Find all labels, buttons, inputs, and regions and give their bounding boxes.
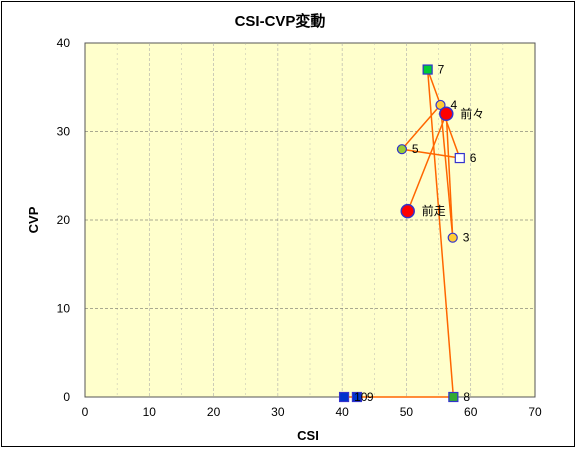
point-label: 4 <box>451 98 458 112</box>
point-label: 7 <box>438 63 445 77</box>
connecting-lines <box>344 69 461 398</box>
point-label: 6 <box>470 151 477 165</box>
x-tick-label: 40 <box>335 405 349 419</box>
y-axis-ticks: 0 10 20 30 40 <box>57 36 71 404</box>
path-segment <box>407 113 447 212</box>
y-tick-label: 0 <box>63 390 70 404</box>
y-axis-title: CVP <box>26 206 41 233</box>
point-label: 8 <box>463 390 470 404</box>
y-tick-label: 20 <box>57 213 71 227</box>
point-label: 10 <box>354 390 368 404</box>
y-tick-label: 40 <box>57 36 71 50</box>
x-tick-label: 10 <box>143 405 157 419</box>
chart-title: CSI-CVP変動 <box>235 12 326 30</box>
point-label: 前走 <box>422 203 446 218</box>
x-tick-label: 0 <box>82 405 89 419</box>
data-point-3 <box>447 232 458 243</box>
data-point-前走 <box>400 203 415 219</box>
point-labels: 前走 前々 3 4 5 6 7 8 910 <box>354 63 484 404</box>
data-markers <box>338 64 465 403</box>
x-tick-label: 20 <box>207 405 221 419</box>
point-label: 5 <box>412 142 419 156</box>
data-point-前々 <box>439 106 454 122</box>
x-tick-label: 50 <box>400 405 414 419</box>
path-segment <box>401 148 460 159</box>
y-tick-label: 30 <box>57 125 71 139</box>
data-point-7 <box>422 64 433 75</box>
data-point-9 <box>351 391 363 403</box>
x-axis-ticks: 0 10 20 30 40 50 60 70 <box>82 405 542 419</box>
point-label: 前々 <box>460 106 484 121</box>
grid-lines <box>85 43 535 397</box>
path-segment <box>445 113 454 238</box>
path-segment <box>439 104 454 238</box>
point-label: 9 <box>367 390 374 404</box>
x-axis-title: CSI <box>297 428 319 443</box>
path-segment <box>426 69 455 398</box>
data-point-5 <box>396 144 408 155</box>
path-segment <box>401 104 442 150</box>
y-tick-label: 10 <box>57 302 71 316</box>
x-tick-label: 30 <box>271 405 285 419</box>
point-label: 3 <box>463 231 470 245</box>
x-tick-label: 60 <box>464 405 478 419</box>
data-point-8 <box>448 391 459 403</box>
data-point-6 <box>454 152 465 164</box>
x-tick-label: 70 <box>528 405 542 419</box>
data-point-10 <box>338 391 350 403</box>
